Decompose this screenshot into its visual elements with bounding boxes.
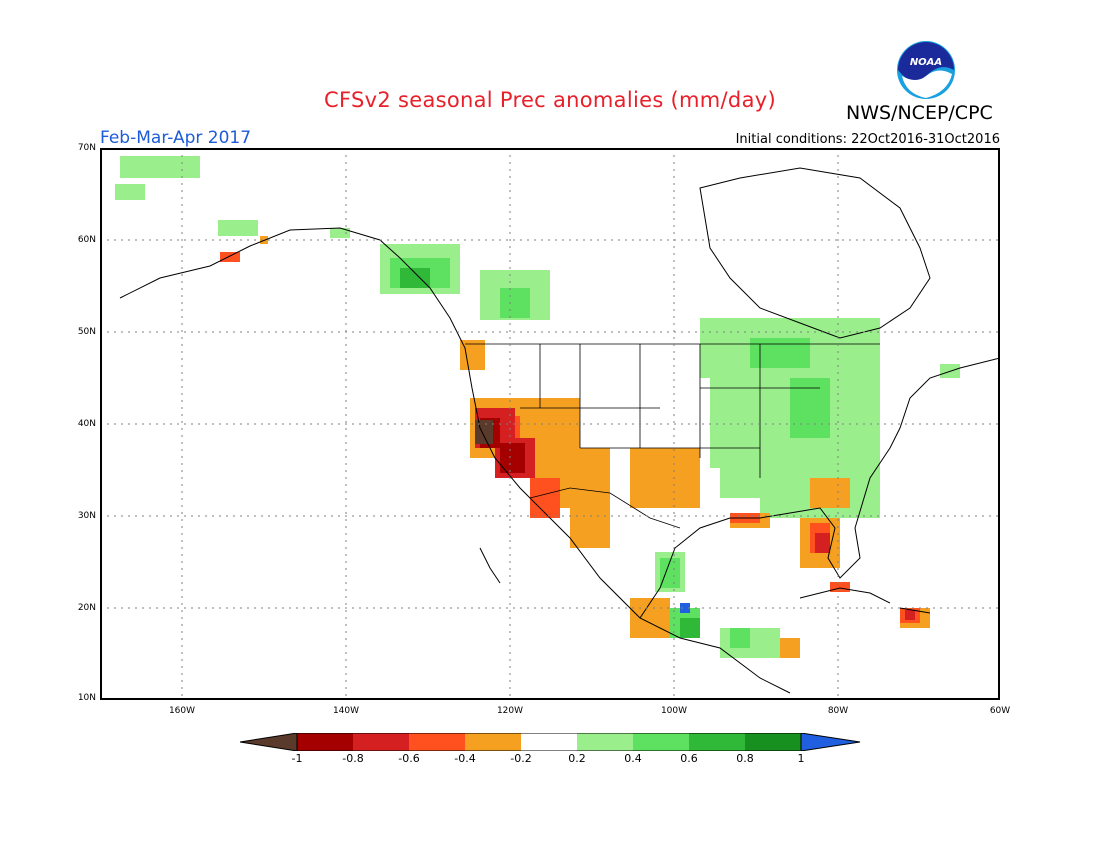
colorbar-label: -1 bbox=[291, 752, 303, 765]
initial-conditions: Initial conditions: 22Oct2016-31Oct2016 bbox=[735, 132, 1000, 147]
lat-label: 40N bbox=[77, 419, 96, 429]
precip-anomaly-map bbox=[100, 148, 1001, 700]
lon-label: 140W bbox=[332, 706, 360, 716]
lat-label: 60N bbox=[77, 235, 96, 245]
lon-label: 160W bbox=[168, 706, 196, 716]
colorbar-swatch bbox=[745, 733, 801, 751]
colorbar-label: 0.4 bbox=[624, 752, 642, 765]
colorbar-swatch bbox=[689, 733, 745, 751]
map-panel bbox=[100, 148, 1001, 704]
colorbar-swatch bbox=[297, 733, 353, 751]
colorbar-swatch bbox=[521, 733, 577, 751]
colorbar-swatch bbox=[577, 733, 633, 751]
svg-text:NOAA: NOAA bbox=[910, 57, 942, 68]
colorbar-label: -0.8 bbox=[342, 752, 364, 765]
lon-label: 60W bbox=[989, 706, 1011, 716]
map-title: CFSv2 seasonal Prec anomalies (mm/day) bbox=[324, 88, 776, 112]
colorbar-swatch bbox=[801, 733, 860, 751]
noaa-logo: NOAA bbox=[897, 41, 955, 99]
lon-label: 100W bbox=[660, 706, 688, 716]
lat-label: 50N bbox=[77, 327, 96, 337]
lat-label: 30N bbox=[77, 511, 96, 521]
coastlines bbox=[119, 167, 1001, 694]
colorbar-label: 1 bbox=[797, 752, 805, 765]
colorbar-label: -0.4 bbox=[454, 752, 476, 765]
agency-label: NWS/NCEP/CPC bbox=[846, 102, 993, 124]
colorbar-label: -0.2 bbox=[510, 752, 532, 765]
forecast-period: Feb-Mar-Apr 2017 bbox=[100, 128, 252, 148]
lon-label: 80W bbox=[827, 706, 849, 716]
colorbar-swatch bbox=[465, 733, 521, 751]
anomaly-shading bbox=[115, 156, 960, 658]
lat-label: 10N bbox=[77, 693, 96, 703]
colorbar-swatch bbox=[353, 733, 409, 751]
lat-label: 70N bbox=[77, 143, 96, 153]
lat-label: 20N bbox=[77, 603, 96, 613]
colorbar-swatch bbox=[633, 733, 689, 751]
lon-label: 120W bbox=[496, 706, 524, 716]
colorbar-label: 0.2 bbox=[568, 752, 586, 765]
lat-lon-grid bbox=[100, 148, 1000, 700]
colorbar-swatch bbox=[240, 733, 297, 751]
colorbar-swatch bbox=[409, 733, 465, 751]
colorbar bbox=[240, 733, 861, 751]
colorbar-label: -0.6 bbox=[398, 752, 420, 765]
colorbar-label: 0.8 bbox=[736, 752, 754, 765]
political-borders bbox=[465, 343, 880, 529]
colorbar-label: 0.6 bbox=[680, 752, 698, 765]
